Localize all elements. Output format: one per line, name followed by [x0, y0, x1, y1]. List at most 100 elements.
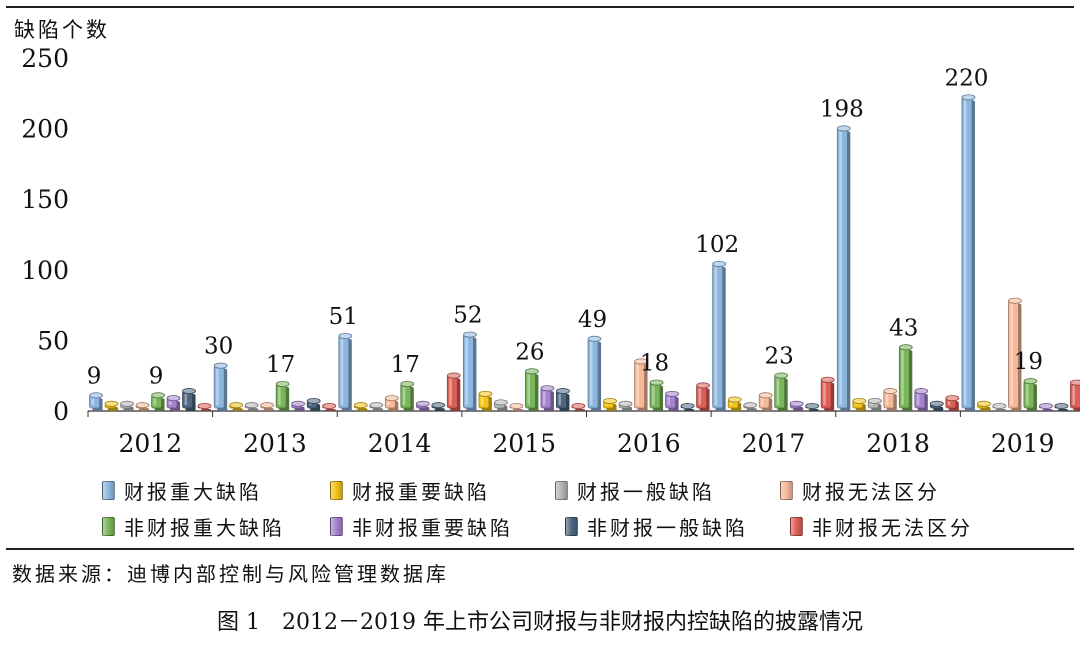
bar-highlight: [605, 403, 609, 405]
bar-depth: [574, 409, 585, 411]
legend-label: 财报一般缺陷: [577, 479, 715, 504]
legend: 财报重大缺陷 财报重要缺陷 财报一般缺陷 财报无法区分 非财报重大缺陷 非财报重要缺陷非…: [102, 472, 1042, 544]
bar-cap: [322, 402, 337, 409]
bar: [1023, 380, 1035, 409]
data-source-note: 数据来源：迪博内部控制与风险管理数据库: [12, 562, 449, 586]
bar-cap: [774, 372, 789, 379]
figure-number: 图 1: [217, 610, 260, 635]
data-label: 51: [329, 304, 358, 330]
bar-highlight: [590, 341, 593, 405]
bar-highlight: [698, 388, 702, 405]
bar-cap: [929, 400, 944, 407]
bar-cap: [649, 379, 664, 386]
data-label: 17: [391, 352, 420, 378]
legend-swatch: [102, 480, 115, 500]
x-tick-label: 2018: [866, 429, 930, 458]
bar-highlight: [776, 378, 780, 405]
bar-cap: [743, 402, 758, 409]
bar-highlight: [636, 364, 640, 405]
bar-cap: [478, 390, 493, 397]
bar: [587, 338, 599, 409]
bar: [525, 370, 536, 409]
bar-cap: [446, 372, 461, 379]
y-tick-label: 200: [21, 115, 69, 144]
bar-highlight: [480, 396, 484, 405]
bar-depth: [248, 408, 259, 411]
legend-swatch: [565, 516, 578, 536]
bar-highlight: [652, 385, 655, 405]
bar: [961, 96, 973, 409]
data-label: 102: [695, 232, 739, 258]
bar-cap: [182, 388, 196, 395]
bar-cap: [1039, 402, 1053, 409]
bar-cap: [618, 400, 633, 407]
bar-highlight: [387, 401, 390, 405]
bar-cap: [727, 396, 742, 403]
legend-item: 财报重大缺陷: [102, 476, 330, 505]
legend-row-1: 财报重大缺陷 财报重要缺陷 财报一般缺陷 财报无法区分: [102, 472, 1042, 508]
data-label: 49: [578, 307, 607, 333]
bar-cap: [977, 400, 991, 407]
legend-item: 财报一般缺陷: [555, 476, 780, 505]
data-label: 198: [820, 96, 864, 122]
figure-title: 2012－2019 年上市公司财报与非财报内控缺陷的披露情况: [282, 610, 863, 635]
bar-highlight: [527, 374, 530, 405]
data-label: 52: [453, 303, 482, 329]
bar: [649, 382, 661, 409]
bar-cap: [338, 332, 353, 339]
bar-depth: [357, 408, 368, 411]
legend-label: 非财报重大缺陷: [124, 515, 285, 540]
legend-label: 财报重大缺陷: [124, 479, 262, 504]
bar-cap: [291, 400, 306, 407]
data-label: 220: [944, 65, 988, 91]
bar-cap: [992, 402, 1007, 409]
legend-item: 非财报重大缺陷: [102, 512, 330, 541]
bar-cap: [197, 402, 212, 409]
bar-cap: [867, 397, 882, 404]
legend-label: 非财报无法区分: [812, 515, 973, 540]
bar-highlight: [402, 386, 406, 405]
bottom-rule: [6, 548, 1074, 550]
bar-depth: [995, 409, 1006, 411]
y-tick-label: 0: [53, 397, 69, 426]
legend-item: 非财报一般缺陷: [565, 512, 790, 541]
bar-highlight: [854, 403, 858, 405]
bar-highlight: [870, 403, 873, 405]
bar: [275, 383, 287, 409]
legend-item: 财报重要缺陷: [330, 476, 555, 505]
y-tick-label: 100: [21, 256, 69, 285]
bar-cap: [353, 402, 368, 409]
legend-label: 非财报一般缺陷: [587, 515, 748, 540]
legend-item: 非财报重要缺陷: [330, 512, 565, 541]
bar-cap: [400, 380, 415, 387]
bar-cap: [914, 388, 929, 395]
bar-cap: [494, 399, 508, 406]
bar-cap: [820, 376, 835, 383]
bar-cap: [789, 400, 804, 407]
bar-cap: [898, 344, 913, 351]
data-label: 26: [515, 339, 544, 365]
top-rule: [6, 6, 1074, 8]
bar-cap: [463, 331, 477, 338]
y-axis-label: 缺陷个数: [14, 18, 110, 42]
bar-cap: [540, 385, 555, 392]
bar-highlight: [465, 337, 468, 405]
bar-cap: [945, 395, 960, 402]
bar-highlight: [278, 386, 281, 405]
bar-cap: [89, 392, 103, 399]
data-label: 19: [1014, 349, 1043, 375]
bar-cap: [852, 397, 867, 404]
bar-highlight: [309, 403, 312, 405]
x-tick-label: 2013: [243, 429, 307, 458]
bar-highlight: [542, 391, 546, 405]
bar-depth: [325, 409, 336, 411]
bar-highlight: [169, 401, 172, 405]
bar-cap: [525, 368, 539, 375]
x-tick-label: 2016: [617, 429, 681, 458]
legend-row-2: 非财报重大缺陷 非财报重要缺陷 非财报一般缺陷 非财报无法区分: [102, 508, 1042, 544]
bar: [446, 375, 458, 409]
bar-cap: [883, 388, 898, 395]
chart-plot: 0 50 100 150 200 250 2012 2013 2014 2015 2016 2017 2…: [21, 44, 1080, 458]
bar: [696, 385, 707, 409]
bar-cap: [275, 380, 290, 387]
